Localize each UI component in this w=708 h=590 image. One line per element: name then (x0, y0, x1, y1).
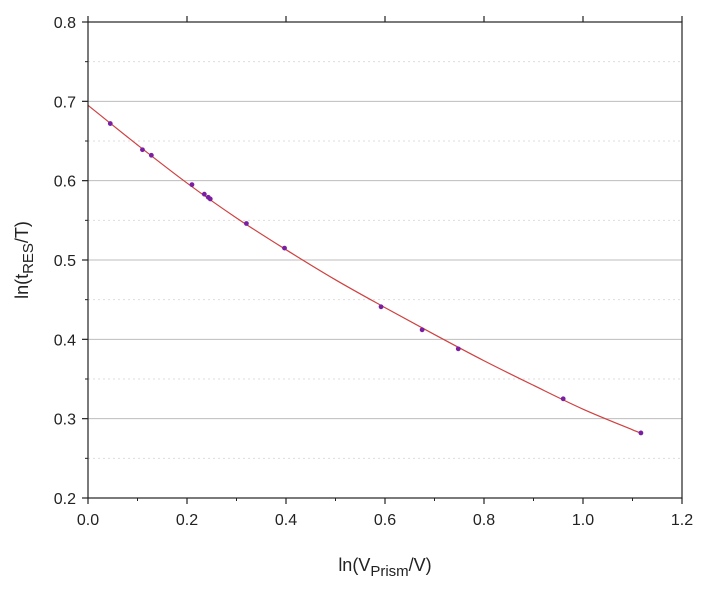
y-tick-label: 0.6 (54, 174, 76, 191)
y-tick-label: 0.4 (54, 332, 76, 349)
y-tick-label: 0.3 (54, 412, 76, 429)
y-tick-label: 0.8 (54, 15, 76, 32)
x-tick-label: 0.6 (374, 512, 396, 529)
y-tick-label: 0.5 (54, 253, 76, 270)
data-point (244, 221, 249, 226)
fit-curve (87, 104, 643, 435)
data-point (638, 430, 644, 436)
data-point (189, 182, 195, 188)
major-grid (88, 100, 682, 420)
x-tick-label: 0.2 (176, 512, 198, 529)
data-point (107, 121, 113, 126)
y-tick-label: 0.2 (54, 491, 76, 508)
y-axis-title: ln(tRES/T) (12, 221, 37, 299)
x-tick-label: 1.2 (671, 512, 693, 529)
data-point (201, 191, 207, 197)
fit-layer (87, 104, 643, 435)
axis-ticks (82, 16, 683, 504)
data-point (282, 245, 287, 251)
data-point (419, 327, 425, 333)
x-tick-label: 0.8 (473, 512, 495, 529)
data-point (140, 147, 145, 153)
data-point (378, 304, 384, 310)
x-tick-labels: 0.0 0.2 0.4 0.6 0.8 1.0 1.2 (77, 512, 693, 529)
data-point (148, 152, 154, 158)
data-points (107, 121, 644, 436)
minor-grid (88, 61, 682, 459)
x-tick-label: 0.4 (275, 512, 297, 529)
data-point (455, 346, 461, 352)
x-tick-label: 0.0 (77, 512, 99, 529)
y-tick-labels: 0.2 0.3 0.4 0.5 0.6 0.7 0.8 (54, 15, 76, 508)
data-point (207, 196, 213, 202)
x-tick-label: 1.0 (572, 512, 594, 529)
y-tick-label: 0.7 (54, 94, 76, 111)
x-axis-title: ln(VPrism/V) (338, 555, 431, 580)
data-point (560, 396, 566, 402)
